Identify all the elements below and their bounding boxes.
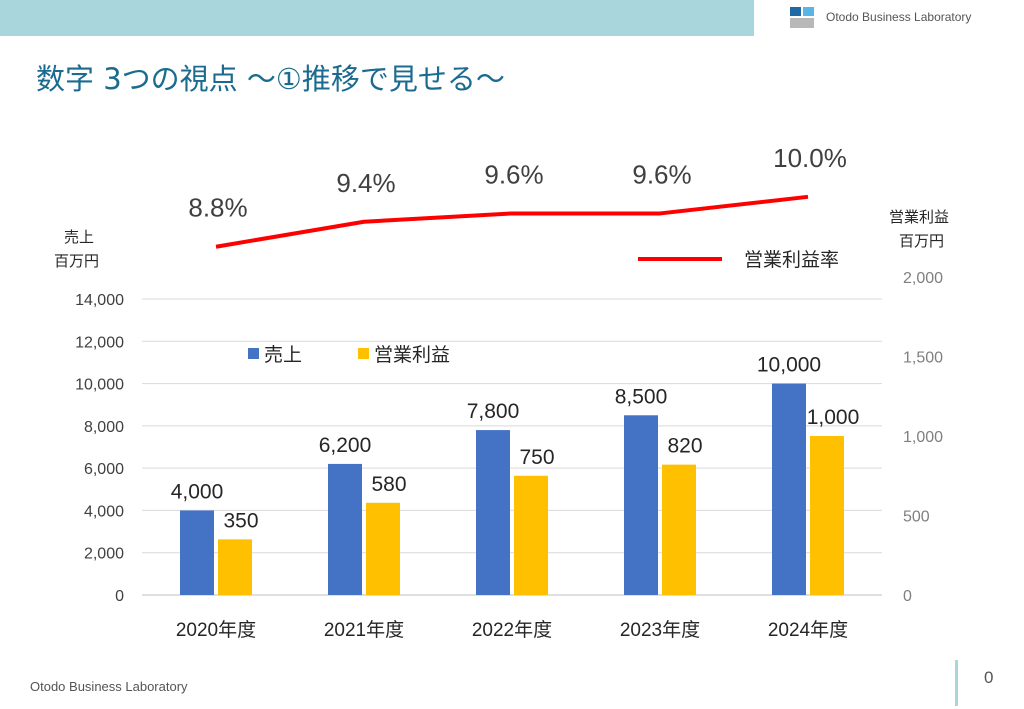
legend-margin-label: 営業利益率 — [744, 249, 839, 271]
left-axis-tick-label: 8,000 — [84, 419, 124, 436]
left-axis-tick-label: 6,000 — [84, 461, 124, 478]
left-axis-tick-label: 0 — [115, 588, 124, 605]
right-axis-tick-label: 1,500 — [903, 350, 943, 367]
margin-data-label: 9.6% — [484, 159, 543, 189]
profit-bar — [662, 464, 696, 595]
sales-bar — [624, 415, 658, 595]
logo-square-light — [803, 7, 814, 16]
profit-data-label: 350 — [223, 509, 258, 532]
sales-data-label: 10,000 — [757, 354, 821, 377]
right-axis-tick-label: 2,000 — [903, 270, 943, 287]
right-axis-tick-label: 500 — [903, 509, 930, 526]
margin-data-label: 9.4% — [336, 168, 395, 198]
category-label: 2021年度 — [324, 619, 404, 641]
logo-bar-gray — [790, 18, 814, 28]
category-label: 2022年度 — [472, 619, 552, 641]
legend-sales-label: 売上 — [264, 344, 302, 366]
margin-data-label: 10.0% — [773, 143, 847, 173]
header-company-name: Otodo Business Laboratory — [826, 10, 972, 24]
sales-bar — [328, 463, 362, 595]
margin-data-label: 9.6% — [632, 159, 691, 189]
profit-bar — [218, 539, 252, 595]
margin-data-label: 8.8% — [188, 193, 247, 223]
legend-sales-swatch — [248, 348, 259, 359]
company-logo-icon — [790, 7, 816, 29]
left-axis-tick-label: 2,000 — [84, 546, 124, 563]
left-axis-title: 売上 — [64, 229, 94, 246]
slide-title: 数字 3つの視点 ～①推移で見せる～ — [36, 62, 505, 96]
legend-profit-label: 営業利益 — [374, 344, 450, 366]
sales-bar — [772, 383, 806, 595]
category-label: 2020年度 — [176, 619, 256, 641]
right-axis-title-unit: 百万円 — [899, 233, 944, 250]
left-axis-tick-label: 4,000 — [84, 503, 124, 520]
sales-data-label: 7,800 — [467, 400, 520, 423]
sales-bar — [476, 430, 510, 595]
profit-data-label: 580 — [371, 473, 406, 496]
left-axis-tick-label: 10,000 — [75, 377, 124, 394]
footer-company-name: Otodo Business Laboratory — [30, 679, 188, 694]
page-number: 0 — [984, 668, 994, 687]
category-label: 2024年度 — [768, 619, 848, 641]
right-axis-tick-label: 1,000 — [903, 429, 943, 446]
profit-bar — [366, 502, 400, 595]
profit-data-label: 820 — [667, 435, 702, 458]
sales-data-label: 6,200 — [319, 434, 372, 457]
left-axis-tick-label: 14,000 — [75, 292, 124, 309]
page-divider — [955, 660, 958, 706]
profit-bar — [514, 475, 548, 595]
profit-data-label: 1,000 — [807, 406, 860, 429]
left-axis-title-unit: 百万円 — [54, 253, 99, 270]
category-label: 2023年度 — [620, 619, 700, 641]
right-axis-tick-label: 0 — [903, 588, 912, 605]
sales-bar — [180, 510, 214, 595]
logo-square-dark — [790, 7, 801, 16]
left-axis-tick-label: 12,000 — [75, 334, 124, 351]
sales-data-label: 4,000 — [171, 480, 224, 503]
right-axis-title: 営業利益 — [889, 209, 949, 226]
sales-data-label: 8,500 — [615, 385, 668, 408]
legend-profit-swatch — [358, 348, 369, 359]
profit-data-label: 750 — [519, 446, 554, 469]
profit-bar — [810, 436, 844, 595]
margin-line — [215, 194, 809, 249]
top-bar — [0, 0, 754, 36]
